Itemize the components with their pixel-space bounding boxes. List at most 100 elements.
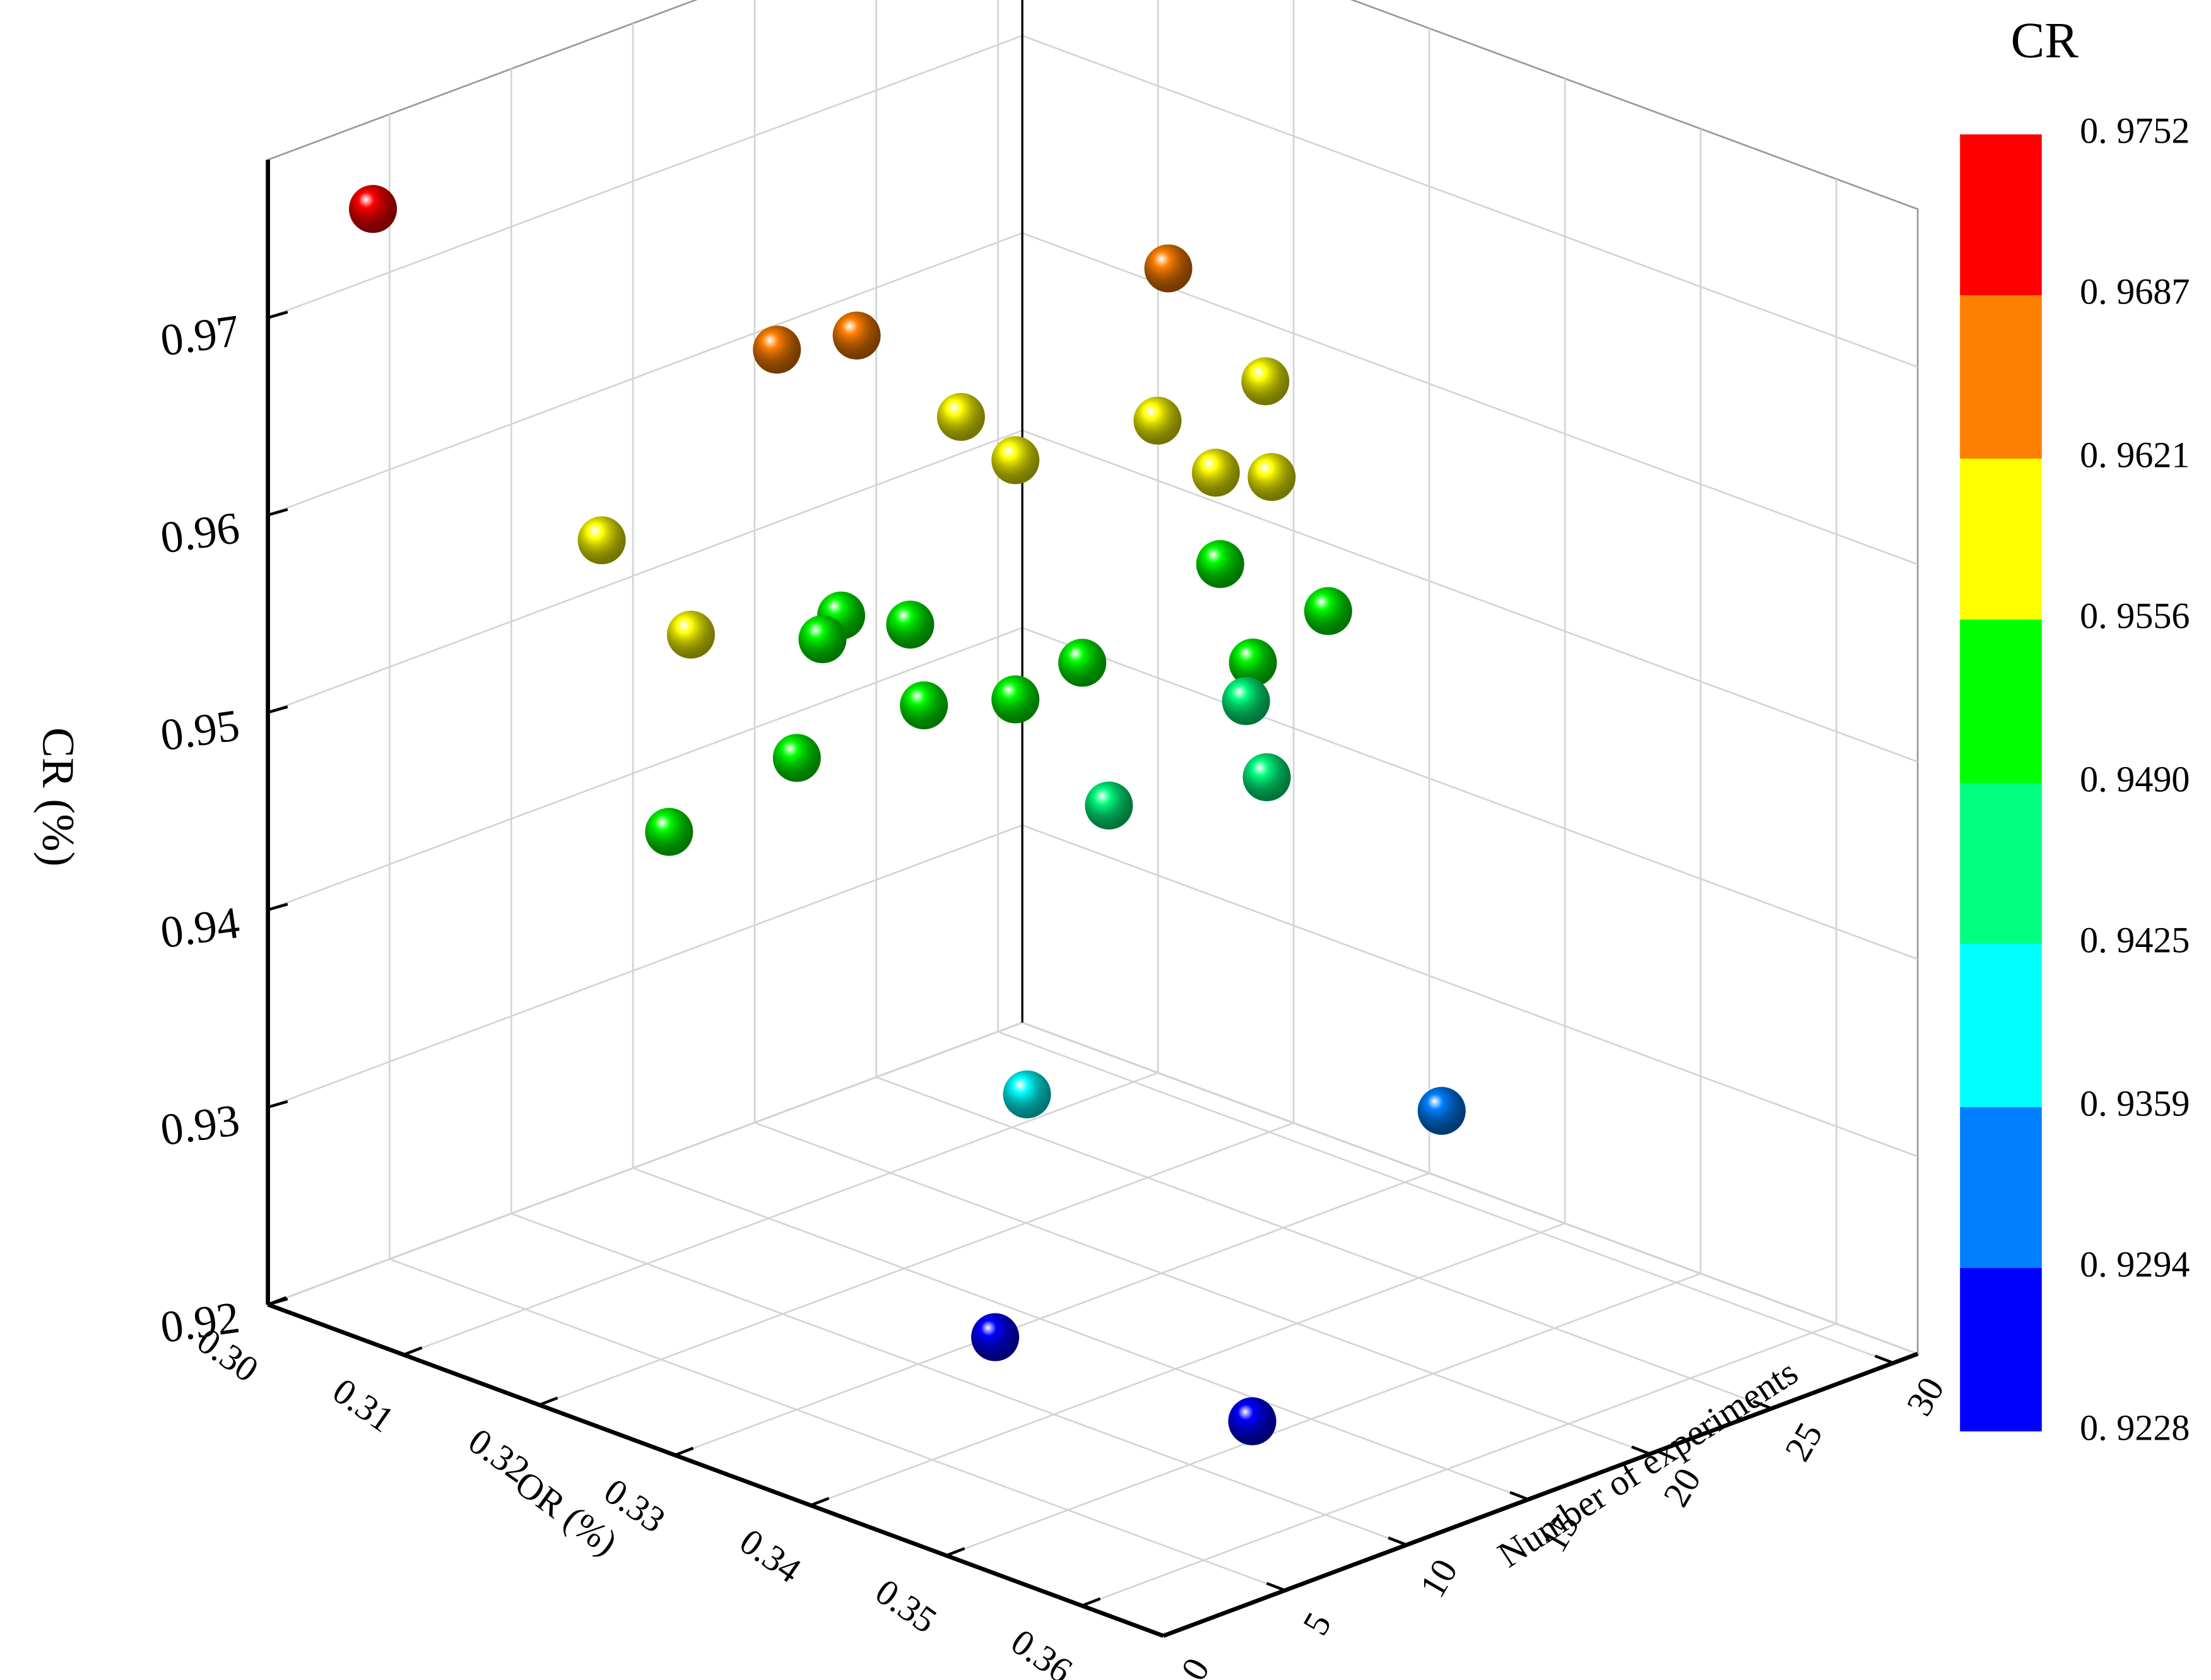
colorbar-segment [1960,620,2042,783]
grid-line [946,1272,1701,1556]
x-tick-label: 0.35 [868,1571,945,1642]
y-tick [1509,1491,1529,1501]
z-tick [267,310,288,319]
point [1304,587,1352,635]
y-axis-label: Number of experiments [1490,1351,1805,1575]
grid-line [268,1021,1023,1306]
grid-line [1022,430,1918,763]
z-tick-label: 0.96 [158,503,243,563]
x-axis [267,1302,1164,1638]
point [1241,357,1290,406]
point [1229,638,1277,687]
grid-line [268,824,1023,1108]
point [832,311,881,360]
colorbar-segment [1960,295,2042,459]
grid-line [810,1222,1565,1507]
x-tick-label: 0.34 [733,1520,809,1591]
colorbar-segment [1960,782,2042,944]
point-shade [936,392,985,441]
point [991,436,1040,485]
point [971,1313,1020,1361]
point [1058,638,1107,687]
point-shade [900,681,948,730]
points-layer [349,185,1466,1445]
point [753,326,801,374]
grid-line [268,626,1023,911]
point-shade [1304,587,1352,635]
colorbar-segment [1960,459,2042,620]
grid-line [632,1167,1529,1500]
point-shade [1228,1397,1276,1445]
z-tick-label: 0.93 [158,1095,243,1156]
z-tick-label: 0.97 [158,305,243,366]
point-shade [798,615,847,664]
grid-line [1022,626,1918,960]
point [1222,677,1270,725]
grid-line [539,1122,1294,1406]
point [772,734,821,782]
point [1242,753,1291,802]
point-shade [645,808,693,856]
point-shade [1191,449,1240,497]
point-shade [1133,396,1182,445]
point [991,675,1040,724]
z-tick-label: 0.92 [158,1293,243,1353]
x-axis-label: OR (%) [508,1462,625,1563]
point [1003,1070,1051,1119]
x-tick [1081,1597,1101,1607]
y-tick-label: 30 [1898,1370,1952,1423]
point [936,392,985,441]
point [1247,453,1296,502]
y-tick [1752,1400,1772,1410]
colorbar-segment [1960,1107,2042,1269]
point [1144,244,1193,293]
y-tick [1266,1582,1286,1592]
grid-line [389,1258,1285,1592]
z-tick [267,705,288,714]
point-shade [577,516,626,565]
point-shade [1229,638,1277,687]
colorbar-tick-label: 0. 9425 [2080,919,2190,960]
y-tick [1144,1627,1164,1638]
y-tick-label: 25 [1777,1416,1831,1468]
colorbar-tick-label: 0. 9687 [2080,271,2190,312]
z-tick-label: 0.94 [158,898,243,958]
grid-line [754,1122,1651,1455]
x-tick [945,1547,965,1557]
grid-line [876,1076,1772,1409]
colorbar-title: CR [2011,13,2079,69]
point [1085,781,1133,830]
x-tick-label: 0.31 [326,1370,402,1440]
y-axis [1162,1351,1919,1638]
point-shade [666,611,715,659]
point [645,808,693,856]
point-shade [349,185,398,233]
colorbar-segment [1960,944,2042,1107]
y-tick-label: 10 [1412,1552,1465,1604]
point-shade [1058,638,1107,687]
grid-line [268,35,1023,319]
point-shade [1417,1086,1466,1135]
colorbar-tick-label: 0. 9490 [2080,758,2190,799]
x-tick-label: 0.36 [1004,1621,1080,1680]
point [1228,1397,1276,1445]
colorbar-tick-label: 0. 9556 [2080,595,2190,636]
grid-line [1022,824,1918,1158]
grid-line [998,1031,1894,1364]
y-tick-label: 0 [1173,1651,1218,1680]
point-shade [991,675,1040,724]
colorbar-tick-label: 0. 9752 [2080,110,2190,151]
colorbar-tick-label: 0. 9621 [2080,434,2190,475]
colorbar: 0. 9228 0. 9294 0. 9359 0. 9425 0. 9490 0. 95… [1960,110,2190,1448]
point-shade [1242,753,1291,802]
y-tick [1388,1536,1408,1546]
colorbar-segment [1960,1268,2042,1431]
point-shade [832,311,881,360]
z-tick [267,1100,288,1109]
grid-line [510,1213,1407,1546]
x-tick [267,1296,287,1306]
point-shade [971,1313,1020,1361]
colorbar-tick-label: 0. 9359 [2080,1083,2190,1124]
